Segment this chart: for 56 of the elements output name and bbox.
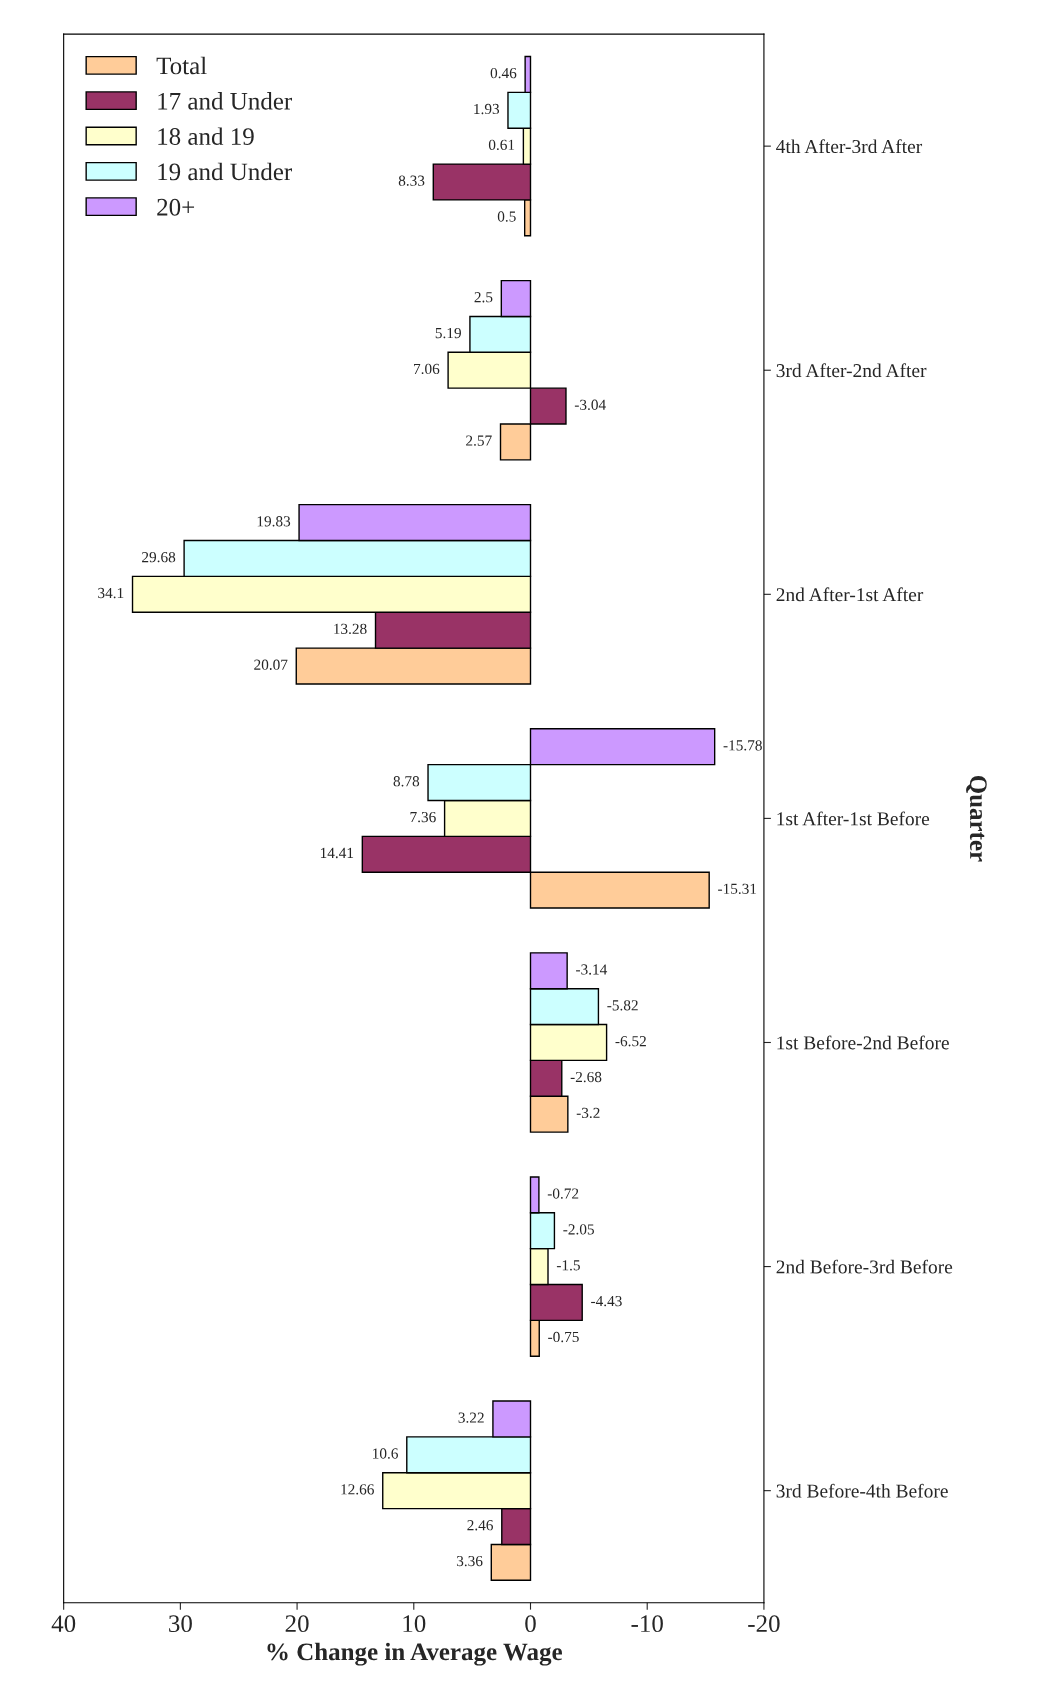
x-tick-label: 10 — [403, 1615, 426, 1633]
y-tick-label: 2nd After-1st After — [776, 587, 924, 602]
data-label: -6.52 — [615, 1036, 646, 1047]
data-label: 0.61 — [488, 139, 515, 151]
x-tick-label: -10 — [631, 1615, 663, 1633]
data-label: 19.83 — [257, 516, 291, 527]
data-label: 10.6 — [373, 1448, 398, 1459]
x-axis-title: % Change in Average Wage — [267, 1642, 562, 1666]
data-label: 3.36 — [456, 1555, 483, 1567]
data-label: 12.66 — [341, 1484, 374, 1495]
data-label: 34.1 — [98, 587, 124, 599]
data-label: 3.22 — [458, 1412, 484, 1423]
y-tick-label: 2nd Before-3rd Before — [776, 1259, 953, 1274]
data-label: 2.46 — [467, 1520, 493, 1531]
y-tick-label: 1st After-1st Before — [777, 811, 930, 826]
y-tick-label: 4th After-3rd After — [776, 139, 923, 154]
data-label: 7.06 — [414, 363, 440, 375]
data-label: 13.28 — [334, 623, 367, 635]
data-label: 5.19 — [435, 327, 461, 339]
y-axis-title: Quarter — [966, 775, 987, 862]
data-label: 7.36 — [410, 811, 436, 823]
data-label: -0.72 — [547, 1188, 579, 1199]
x-tick-label: 40 — [51, 1615, 76, 1633]
legend-label: 20+ — [157, 198, 195, 216]
data-label: -0.75 — [548, 1331, 579, 1343]
data-label: -2.68 — [570, 1071, 602, 1083]
data-label: 2.5 — [474, 292, 493, 303]
data-label: 14.41 — [320, 847, 354, 859]
data-label: 20.07 — [254, 659, 288, 670]
data-label: -15.31 — [718, 883, 757, 894]
data-label: -3.2 — [576, 1107, 600, 1119]
legend-label: 18 and 19 — [158, 127, 254, 145]
x-tick-label: 0 — [525, 1615, 536, 1633]
data-label: -2.05 — [563, 1224, 594, 1235]
data-label: 1.93 — [474, 103, 500, 115]
data-label: -3.14 — [576, 964, 608, 975]
y-tick-label: 1st Before-2nd Before — [777, 1035, 949, 1050]
data-label: 0.46 — [490, 67, 517, 79]
x-tick-label: 20 — [285, 1615, 309, 1633]
data-label: 0.5 — [497, 211, 516, 222]
y-tick-label: 3rd Before-4th Before — [776, 1483, 948, 1498]
data-label: 2.57 — [466, 435, 492, 446]
data-label: -3.04 — [574, 399, 606, 410]
data-label: -4.43 — [591, 1295, 622, 1307]
y-tick-label: 3rd After-2nd After — [776, 363, 927, 378]
data-label: 8.78 — [393, 776, 420, 787]
data-label: -15.78 — [723, 740, 762, 751]
data-label: -1.5 — [556, 1260, 580, 1271]
x-tick-label: 30 — [169, 1615, 192, 1633]
data-label: 8.33 — [398, 175, 425, 186]
data-label: 29.68 — [142, 551, 176, 563]
legend-label: 19 and Under — [158, 162, 293, 181]
x-tick-label: -20 — [748, 1615, 780, 1633]
legend-label: 17 and Under — [158, 92, 293, 110]
legend-label: Total — [156, 56, 207, 75]
data-label: -5.82 — [607, 1000, 638, 1011]
